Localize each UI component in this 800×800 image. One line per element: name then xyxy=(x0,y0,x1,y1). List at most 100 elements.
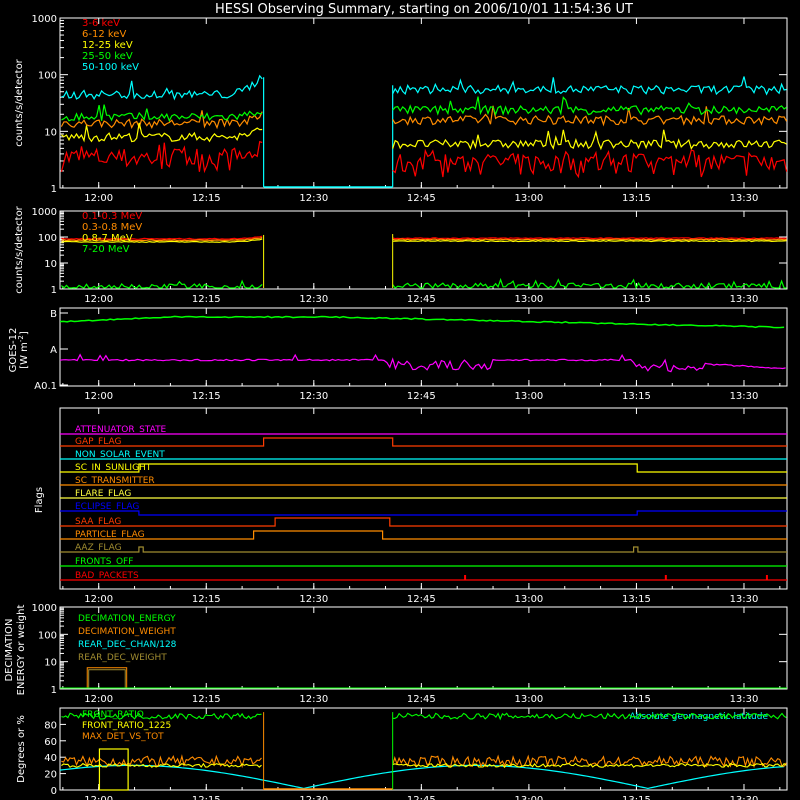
series-4 xyxy=(61,74,787,101)
flag-line-9 xyxy=(60,546,787,553)
flag-line-1 xyxy=(60,437,787,447)
y-tick-label: 10 xyxy=(44,127,57,138)
goes-ylabel: GOES-12 xyxy=(8,328,19,373)
y-tick-label: 1 xyxy=(51,285,57,296)
ratio-series-2 xyxy=(61,712,787,721)
goes-ylabel-units: [W m-2] xyxy=(17,331,30,369)
x-tick-label: 12:15 xyxy=(192,193,221,204)
flag-label-5: FLARE_FLAG xyxy=(75,489,131,499)
figure-title: HESSI Observing Summary, starting on 200… xyxy=(215,2,633,17)
y-tick-label: 1000 xyxy=(32,207,57,218)
x-tick-label: 13:15 xyxy=(622,193,651,204)
x-tick-label: 12:00 xyxy=(84,391,113,402)
x-tick-label: 12:30 xyxy=(299,294,328,305)
x-tick-label: 12:15 xyxy=(192,294,221,305)
y-tick-label: 20 xyxy=(44,770,57,781)
panel-ratios-frame xyxy=(59,707,788,791)
x-tick-label: 13:30 xyxy=(730,193,759,204)
x-tick-label: 12:45 xyxy=(407,594,436,605)
x-tick-label: 12:45 xyxy=(407,795,436,800)
x-tick-label: 13:30 xyxy=(730,391,759,402)
flag-label-8: PARTICLE_FLAG xyxy=(75,530,145,540)
series-3 xyxy=(60,277,787,290)
series-2 xyxy=(61,122,787,151)
x-tick-label: 12:15 xyxy=(192,391,221,402)
legend-item-0: FRONT_RATIO xyxy=(82,710,144,720)
x-tick-label: 13:15 xyxy=(622,594,651,605)
legend-item-1: FRONT_RATIO_1225 xyxy=(82,721,171,731)
x-tick-label: 12:00 xyxy=(84,594,113,605)
x-tick-label: 12:15 xyxy=(192,594,221,605)
panel2-ylabel: counts/s/detector xyxy=(14,205,25,293)
goes-long xyxy=(59,315,785,329)
x-tick-label: 13:00 xyxy=(514,193,543,204)
flag-label-7: SAA_FLAG xyxy=(75,517,121,527)
series-1 xyxy=(60,105,788,130)
panel-goes-frame xyxy=(59,307,788,387)
panel-low-energy: 12:00 12:15 12:30 12:45 13:00 13:15 13:30 1 10 10… xyxy=(14,14,788,204)
flag-line-6 xyxy=(60,510,787,516)
decim-ylabel-2: ENERGY or weight xyxy=(16,605,27,696)
flag-label-1: GAP_FLAG xyxy=(75,437,121,447)
flag-label-0: ATTENUATOR_STATE xyxy=(75,425,167,435)
legend-item-0: 3-6 keV xyxy=(82,18,120,29)
flag-label-11: BAD_PACKETS xyxy=(75,571,139,581)
y-tick-label: 1 xyxy=(51,685,57,696)
panel-low-energy-frame xyxy=(59,17,788,189)
x-tick-label: 12:30 xyxy=(299,193,328,204)
x-tick-label: 12:15 xyxy=(192,694,221,705)
legend-item-0: DECIMATION_ENERGY xyxy=(78,614,176,624)
x-tick-label: 13:00 xyxy=(514,694,543,705)
x-tick-label: 12:00 xyxy=(84,795,113,800)
legend-item-3: REAR_DEC_WEIGHT xyxy=(78,653,167,663)
panel-decimation: 12:00 12:15 12:30 12:45 13:00 13:15 13:30 1 10 10… xyxy=(4,603,788,705)
y-tick-label: 100 xyxy=(38,630,57,641)
x-tick-label: 13:00 xyxy=(514,294,543,305)
y-tick-label: A xyxy=(50,345,57,356)
y-tick-label: 1000 xyxy=(32,14,57,25)
goes-short xyxy=(59,353,786,373)
series-2 xyxy=(61,238,787,243)
legend-item-1: DECIMATION_WEIGHT xyxy=(78,627,176,637)
x-tick-label: 12:45 xyxy=(407,694,436,705)
y-tick-label: A0.1 xyxy=(34,381,57,392)
legend-item-2: 0.8-7 MeV xyxy=(82,233,133,244)
y-tick-label: 1000 xyxy=(32,603,57,614)
y-tick-label: 0 xyxy=(51,786,57,797)
series-0 xyxy=(61,235,787,240)
flag-line-3 xyxy=(60,463,787,473)
legend-item-2: REAR_DEC_CHAN/128 xyxy=(78,640,177,650)
flags-ylabel: Flags xyxy=(34,487,45,513)
x-tick-label: 13:30 xyxy=(730,694,759,705)
x-tick-label: 13:00 xyxy=(514,594,543,605)
x-tick-label: 12:30 xyxy=(299,694,328,705)
x-tick-label: 12:30 xyxy=(299,391,328,402)
flag-label-6: ECLIPSE_FLAG xyxy=(75,502,139,512)
flag-line-7 xyxy=(60,517,787,527)
y-tick-label: 100 xyxy=(38,233,57,244)
panel-flags: 12:00 12:15 12:30 12:45 13:00 13:15 13:30 Flags… xyxy=(34,407,788,605)
panel-high-energy-frame xyxy=(59,210,788,290)
ratio-series-1 xyxy=(61,762,787,769)
flag-label-4: SC_TRANSMITTER xyxy=(75,476,155,486)
x-tick-label: 13:30 xyxy=(730,594,759,605)
x-tick-label: 12:00 xyxy=(84,294,113,305)
legend-item-3: 7-20 MeV xyxy=(82,244,130,255)
legend-item-2: MAX_DET_VS_TOT xyxy=(82,732,164,742)
x-tick-label: 12:45 xyxy=(407,391,436,402)
x-tick-label: 13:15 xyxy=(622,694,651,705)
panel-high-energy: 12:00 12:15 12:30 12:45 13:00 13:15 13:30 1 10 10… xyxy=(14,205,788,305)
series-0 xyxy=(60,140,788,179)
x-tick-label: 12:30 xyxy=(299,594,328,605)
geomagnetic-latitude xyxy=(59,764,785,790)
legend-item-0: 0.1-0.3 MeV xyxy=(82,211,142,222)
y-tick-label: 100 xyxy=(38,71,57,82)
y-tick-label: 40 xyxy=(44,753,57,764)
ratio-dip xyxy=(98,748,129,791)
x-tick-label: 13:30 xyxy=(730,294,759,305)
y-tick-label: B xyxy=(50,309,57,320)
x-tick-label: 12:30 xyxy=(299,795,328,800)
x-tick-label: 12:45 xyxy=(407,193,436,204)
flag-label-9: AAZ_FLAG xyxy=(75,543,122,553)
x-tick-label: 13:00 xyxy=(514,795,543,800)
